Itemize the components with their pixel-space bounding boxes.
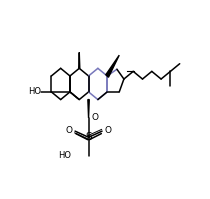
- Polygon shape: [79, 52, 80, 68]
- Text: S: S: [85, 132, 92, 142]
- Text: HO: HO: [29, 87, 42, 96]
- Text: O: O: [91, 113, 98, 122]
- Text: O: O: [66, 126, 73, 135]
- Text: HO: HO: [59, 151, 72, 160]
- Polygon shape: [88, 100, 89, 118]
- Polygon shape: [106, 55, 119, 77]
- Text: O: O: [104, 126, 111, 135]
